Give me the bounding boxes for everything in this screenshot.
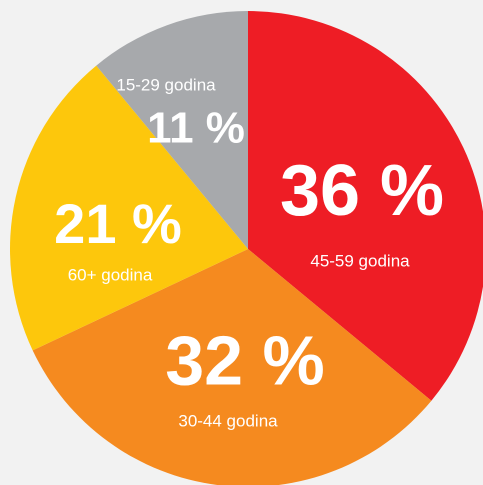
pie-slice [248,11,483,401]
category-label: 30-44 godina [178,411,278,430]
category-label: 45-59 godina [310,251,410,270]
value-label: 21 % [54,192,182,255]
value-label: 32 % [165,321,325,399]
value-label: 11 % [147,104,245,153]
pie-slice [9,65,248,351]
category-label: 60+ godina [68,265,153,284]
category-label: 15-29 godina [116,75,216,94]
pie-slice [32,249,432,485]
value-label: 36 % [280,151,444,231]
pie-slice [96,11,248,249]
